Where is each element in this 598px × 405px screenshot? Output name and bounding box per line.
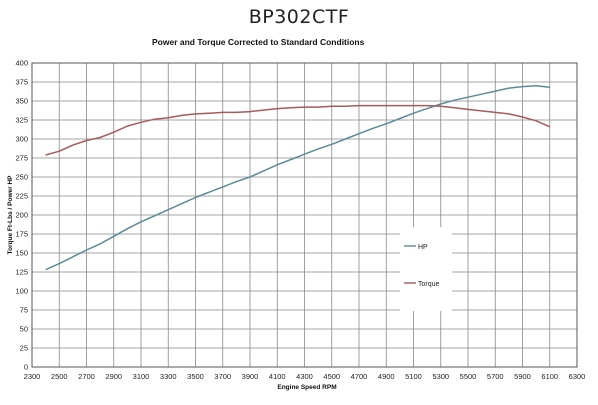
y-tick-label: 100 — [15, 287, 28, 296]
y-tick-label: 250 — [15, 173, 28, 182]
y-tick-label: 50 — [20, 325, 28, 334]
y-tick-label: 275 — [15, 154, 28, 163]
y-tick-label: 0 — [24, 363, 28, 372]
x-tick-label: 5500 — [460, 372, 477, 381]
plot-border — [31, 62, 578, 368]
chart-subtitle: Power and Torque Corrected to Standard C… — [152, 37, 365, 47]
x-tick-label: 4700 — [351, 372, 368, 381]
x-axis-label: Engine Speed RPM — [277, 384, 336, 391]
y-tick-label: 300 — [15, 135, 28, 144]
series-lines — [45, 85, 551, 271]
x-tick-label: 4100 — [269, 372, 286, 381]
x-tick-label: 4300 — [296, 372, 313, 381]
y-tick-label: 350 — [15, 97, 28, 106]
x-tick-label: 5900 — [514, 372, 531, 381]
series-line-torque — [45, 104, 551, 156]
y-tick-label: 150 — [15, 249, 28, 258]
y-tick-label: 75 — [20, 306, 28, 315]
x-tick-label: 3100 — [133, 372, 150, 381]
x-tick-label: 3300 — [160, 372, 177, 381]
x-tick-label: 2900 — [105, 372, 122, 381]
x-tick-label: 5300 — [432, 372, 449, 381]
y-tick-label: 25 — [20, 344, 28, 353]
y-tick-label: 375 — [15, 78, 28, 87]
x-tick-label: 5100 — [405, 372, 422, 381]
y-tick-label: 225 — [15, 192, 28, 201]
y-axis-label: Torque Ft-Lbs / Power HP — [7, 175, 14, 255]
legend-box — [400, 227, 452, 311]
series-line-hp — [45, 85, 550, 271]
x-tick-label: 3500 — [187, 372, 204, 381]
y-tick-label: 400 — [15, 59, 28, 68]
y-tick-label: 200 — [15, 211, 28, 220]
x-axis-ticks: 2300 2500 2700 2900 3100 3300 3500 3700 3900 4100… — [24, 372, 586, 381]
x-tick-label: 4900 — [378, 372, 395, 381]
x-tick-label: 2700 — [78, 372, 95, 381]
x-tick-label: 2300 — [24, 372, 41, 381]
grid — [31, 62, 578, 368]
legend-hp-label: HP — [418, 244, 428, 251]
x-tick-label: 3700 — [214, 372, 231, 381]
x-tick-label: 6300 — [569, 372, 586, 381]
y-tick-label: 125 — [15, 268, 28, 277]
x-tick-label: 5700 — [487, 372, 504, 381]
legend: HP Torque — [400, 227, 452, 311]
x-tick-label: 3900 — [242, 372, 259, 381]
x-tick-label: 2500 — [51, 372, 68, 381]
y-axis-ticks: 0 25 50 75 100 125 150 175 200 225 250 275 300 325 350… — [15, 59, 28, 372]
y-tick-label: 325 — [15, 116, 28, 125]
x-tick-label: 6100 — [541, 372, 558, 381]
legend-torque-label: Torque — [418, 281, 440, 288]
x-tick-label: 4500 — [323, 372, 340, 381]
y-tick-label: 175 — [15, 230, 28, 239]
chart-title: BP302CTF — [248, 6, 350, 28]
